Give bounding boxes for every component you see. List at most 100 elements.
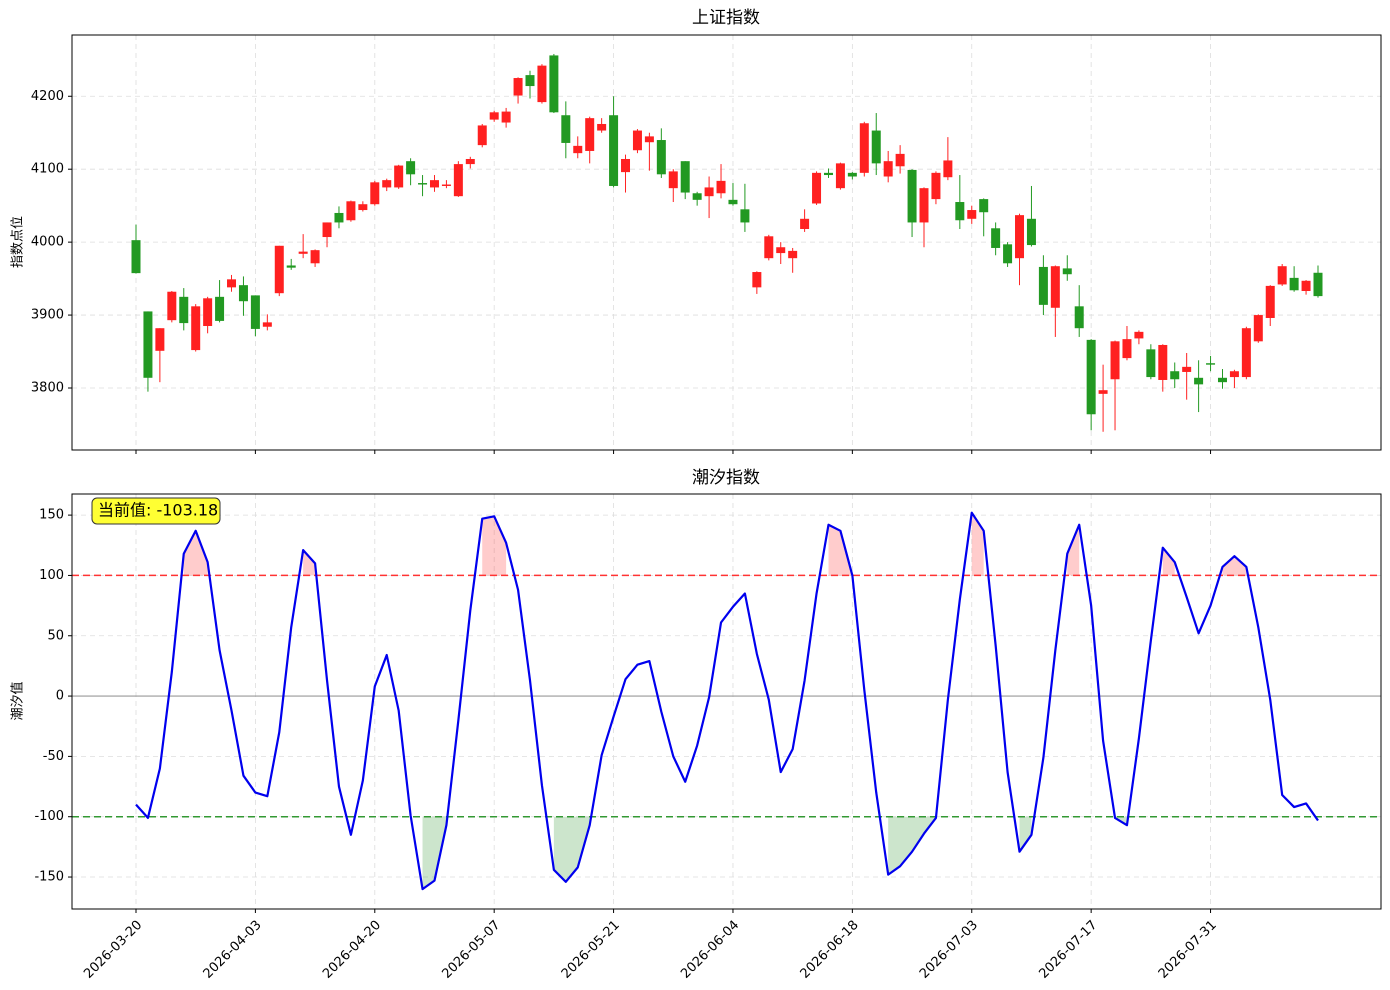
plot-frame — [71, 493, 1382, 910]
candle-body — [764, 236, 774, 259]
candle-body — [1289, 277, 1299, 291]
y-tick-label: 3900 — [31, 308, 64, 323]
candle-body — [453, 164, 463, 197]
candle-body — [1062, 268, 1072, 275]
candle-body — [1086, 339, 1096, 415]
candle-body — [561, 115, 571, 143]
candle-body — [1301, 280, 1311, 292]
candle-body — [573, 145, 583, 154]
annotation-box — [91, 497, 221, 525]
candle-body — [1050, 266, 1060, 308]
candle-body — [847, 172, 857, 177]
candle-body — [823, 172, 833, 176]
candle-body — [1038, 266, 1048, 305]
candle-body — [1182, 366, 1192, 372]
candle-body — [286, 265, 296, 268]
threshold-fill — [303, 550, 316, 576]
candle-body — [621, 158, 631, 173]
candle-body — [513, 78, 523, 96]
candle-body — [979, 199, 989, 213]
chart-title: 上证指数 — [692, 8, 760, 28]
threshold-fill — [553, 816, 590, 882]
candle-body — [1026, 218, 1036, 246]
candle-body — [191, 306, 201, 351]
candle-body — [991, 228, 1001, 248]
candle-body — [656, 140, 666, 175]
threshold-fill — [1162, 547, 1175, 576]
y-tick-label: 4000 — [31, 235, 64, 250]
candle-body — [334, 212, 344, 223]
candle-body — [907, 169, 917, 223]
candle-body — [1217, 377, 1227, 383]
candle-body — [871, 130, 881, 164]
y-tick-label: 50 — [47, 628, 64, 643]
candle-body — [1146, 349, 1156, 378]
line — [135, 511, 1319, 891]
candle-body — [525, 75, 535, 87]
candle-body — [215, 296, 225, 321]
candle-body — [1229, 371, 1239, 378]
y-tick-label: 100 — [39, 568, 64, 583]
candle-body — [692, 193, 702, 200]
threshold-fill — [1019, 816, 1032, 852]
candle-body — [274, 245, 284, 294]
candle-body — [585, 118, 595, 151]
candle-body — [919, 188, 929, 223]
candle-body — [1098, 390, 1108, 394]
candle-body — [1253, 315, 1263, 342]
plot-frame — [71, 34, 1382, 451]
candle-body — [967, 210, 977, 219]
y-tick-label: 0 — [56, 689, 64, 704]
candle-body — [716, 180, 726, 194]
candle-body — [859, 123, 869, 173]
candle-body — [752, 272, 762, 288]
threshold-fill — [888, 816, 936, 875]
threshold-fill — [1222, 556, 1247, 576]
candle-body — [597, 123, 607, 131]
candle-body — [1074, 306, 1084, 329]
candle-body — [1206, 363, 1216, 365]
candle-body — [370, 182, 380, 205]
candle-body — [501, 111, 511, 123]
candle-body — [238, 285, 248, 302]
candle-body — [835, 163, 845, 189]
candle-body — [549, 55, 559, 113]
candle-body — [358, 204, 368, 211]
candle-body — [406, 161, 416, 175]
candle-body — [143, 311, 153, 378]
y-tick-label: -50 — [43, 749, 64, 764]
candle-body — [644, 136, 654, 143]
candle-body — [883, 161, 893, 177]
candle-body — [489, 112, 499, 120]
candle-body — [310, 250, 320, 264]
y-tick-label: 4100 — [31, 162, 64, 177]
candle-body — [418, 183, 428, 185]
y-axis-label: 指数点位 — [11, 216, 26, 268]
candle-body — [155, 328, 165, 351]
candle-body — [728, 199, 738, 205]
y-tick-label: -150 — [34, 870, 64, 885]
candle-body — [895, 153, 905, 167]
candle-body — [812, 172, 822, 204]
candle-body — [131, 240, 141, 274]
candle-body — [800, 218, 810, 230]
candle-body — [704, 187, 714, 197]
candle-body — [680, 161, 690, 193]
candle-body — [788, 250, 798, 259]
candle-body — [298, 251, 308, 254]
candle-body — [250, 295, 260, 329]
candle-body — [382, 180, 392, 188]
y-tick-label: 4200 — [31, 89, 64, 104]
candle-body — [537, 65, 547, 103]
candle-body — [1265, 285, 1275, 318]
threshold-fill — [422, 816, 447, 890]
candle-body — [1003, 244, 1013, 264]
threshold-fill — [828, 524, 853, 576]
y-tick-label: -100 — [34, 809, 64, 824]
candle-body — [322, 222, 332, 238]
candle-body — [1122, 339, 1132, 359]
candle-body — [632, 130, 642, 151]
threshold-fill — [183, 530, 208, 576]
threshold-fill — [971, 512, 984, 576]
